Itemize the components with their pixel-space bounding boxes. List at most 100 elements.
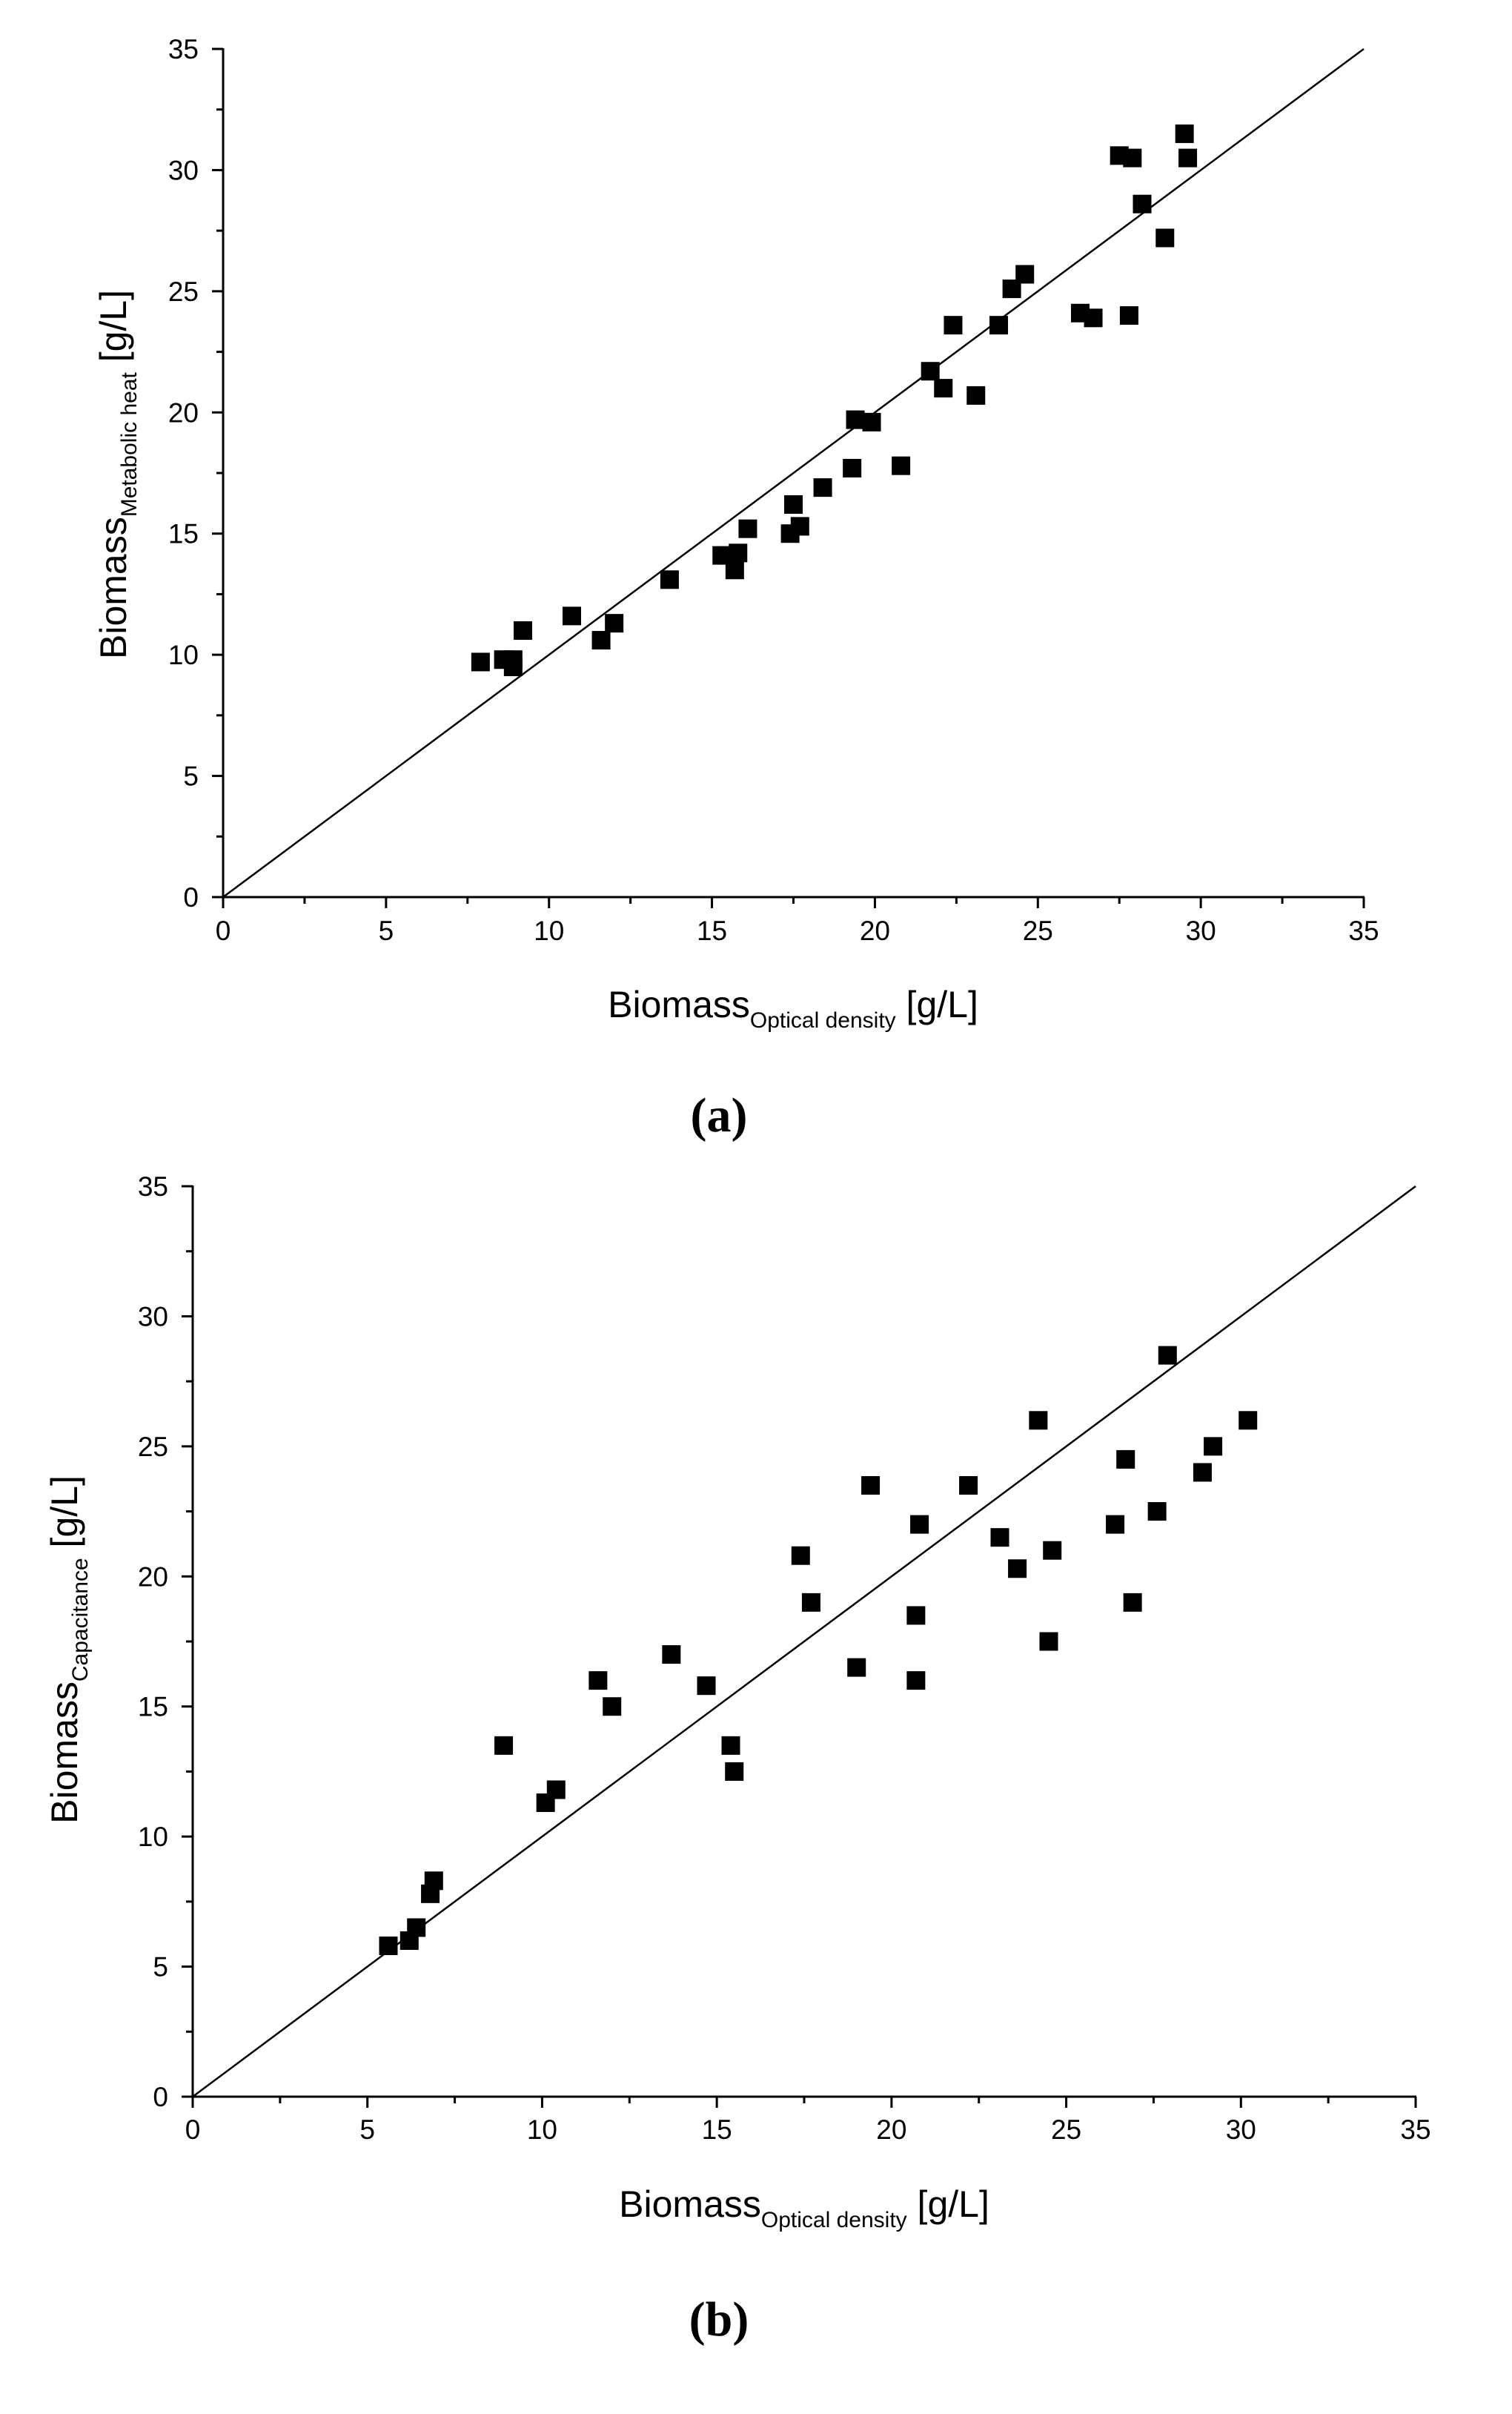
- x-tick-label: 25: [1051, 2114, 1081, 2145]
- data-point: [725, 1762, 744, 1781]
- data-point: [738, 519, 757, 538]
- y-tick-label: 25: [138, 1432, 168, 1462]
- data-point: [1029, 1411, 1048, 1430]
- data-point: [892, 456, 911, 475]
- data-point: [471, 652, 490, 672]
- data-point: [784, 495, 803, 514]
- data-point: [660, 570, 679, 589]
- y-tick-label: 0: [183, 882, 199, 913]
- y-tick-label: 0: [153, 2082, 168, 2112]
- y-tick-label: 5: [183, 761, 199, 792]
- x-tick-label: 5: [359, 2114, 375, 2145]
- x-tick-label: 20: [860, 916, 890, 946]
- data-point: [503, 650, 523, 669]
- y-tick-label: 35: [168, 34, 199, 65]
- y-tick-label: 30: [138, 1301, 168, 1332]
- data-point: [813, 478, 832, 497]
- data-point: [1043, 1541, 1062, 1560]
- data-point: [379, 1937, 398, 1956]
- data-point: [1123, 1593, 1142, 1612]
- data-point: [959, 1475, 978, 1495]
- data-point: [846, 410, 865, 429]
- panel-label-b: (b): [689, 2292, 749, 2347]
- data-point: [1116, 1449, 1135, 1469]
- x-tick-label: 30: [1226, 2114, 1256, 2145]
- x-tick-label: 10: [534, 916, 564, 946]
- data-point: [729, 543, 748, 563]
- data-point: [725, 560, 744, 580]
- data-point: [990, 1528, 1009, 1547]
- y-tick-label: 30: [168, 155, 199, 185]
- data-point: [1008, 1559, 1027, 1578]
- data-point: [989, 316, 1009, 335]
- data-point: [1039, 1632, 1058, 1651]
- y-tick-label: 35: [138, 1171, 168, 1202]
- y-tick-label: 20: [168, 397, 199, 428]
- data-point: [424, 1871, 443, 1891]
- data-point: [1175, 124, 1194, 143]
- data-point: [514, 621, 533, 640]
- data-point: [944, 316, 963, 335]
- x-tick-label: 15: [697, 916, 727, 946]
- y-tick-label: 10: [138, 1822, 168, 1852]
- identity-reference-line: [222, 47, 1365, 899]
- x-tick-label: 35: [1400, 2114, 1430, 2145]
- y-tick-label: 25: [168, 277, 199, 307]
- x-tick-label: 0: [185, 2114, 201, 2145]
- data-point: [407, 1918, 426, 1937]
- data-point: [721, 1736, 740, 1755]
- data-point: [1178, 148, 1198, 168]
- x-tick-label: 5: [379, 916, 394, 946]
- data-point: [697, 1676, 716, 1696]
- x-tick-label: 25: [1023, 916, 1053, 946]
- data-point: [546, 1780, 566, 1799]
- data-point: [1123, 148, 1142, 168]
- data-point: [910, 1515, 929, 1534]
- data-point: [1015, 265, 1035, 284]
- data-point: [966, 386, 986, 405]
- data-point: [603, 1697, 622, 1716]
- data-point: [861, 1475, 881, 1495]
- x-axis-label: BiomassOptical density [g/L]: [619, 2183, 989, 2232]
- x-tick-label: 20: [876, 2114, 906, 2145]
- y-axis-label: BiomassCapacitance [g/L]: [44, 1475, 93, 1824]
- panel-label-a: (a): [691, 1088, 748, 1142]
- data-point: [1147, 1502, 1167, 1521]
- data-point: [1119, 306, 1138, 325]
- data-point: [906, 1606, 926, 1625]
- data-point: [1204, 1437, 1223, 1456]
- x-tick-label: 0: [216, 916, 231, 946]
- data-point: [934, 379, 953, 398]
- y-tick-label: 10: [168, 640, 199, 670]
- x-tick-label: 35: [1348, 916, 1379, 946]
- data-point: [494, 1736, 514, 1755]
- data-point: [862, 412, 881, 431]
- data-point: [1084, 308, 1103, 328]
- x-axis-label: BiomassOptical density [g/L]: [608, 984, 978, 1033]
- data-point: [1133, 194, 1152, 214]
- data-point: [1193, 1463, 1212, 1482]
- y-tick-label: 15: [138, 1692, 168, 1722]
- y-tick-label: 5: [153, 1952, 168, 1983]
- data-point: [921, 362, 940, 381]
- data-point: [1106, 1515, 1125, 1534]
- data-point: [605, 614, 624, 633]
- data-point: [588, 1671, 608, 1690]
- data-point: [1155, 228, 1175, 248]
- y-axis-label: BiomassMetabolic heat [g/L]: [93, 290, 142, 659]
- x-tick-label: 30: [1186, 916, 1216, 946]
- data-point: [562, 606, 581, 626]
- y-tick-label: 15: [168, 519, 199, 549]
- y-tick-label: 20: [138, 1561, 168, 1592]
- chart-b: 0 5 10 15 20 25 30 35 0 5 10 15 20 25 30 35 BiomassOptic…: [44, 1171, 1431, 2347]
- data-point: [791, 1546, 810, 1565]
- x-tick-label: 15: [702, 2114, 732, 2145]
- data-point: [790, 517, 809, 536]
- data-point: [591, 631, 611, 650]
- data-point: [847, 1658, 866, 1677]
- data-point: [801, 1593, 820, 1612]
- data-point: [662, 1645, 681, 1664]
- data-point: [1158, 1346, 1177, 1365]
